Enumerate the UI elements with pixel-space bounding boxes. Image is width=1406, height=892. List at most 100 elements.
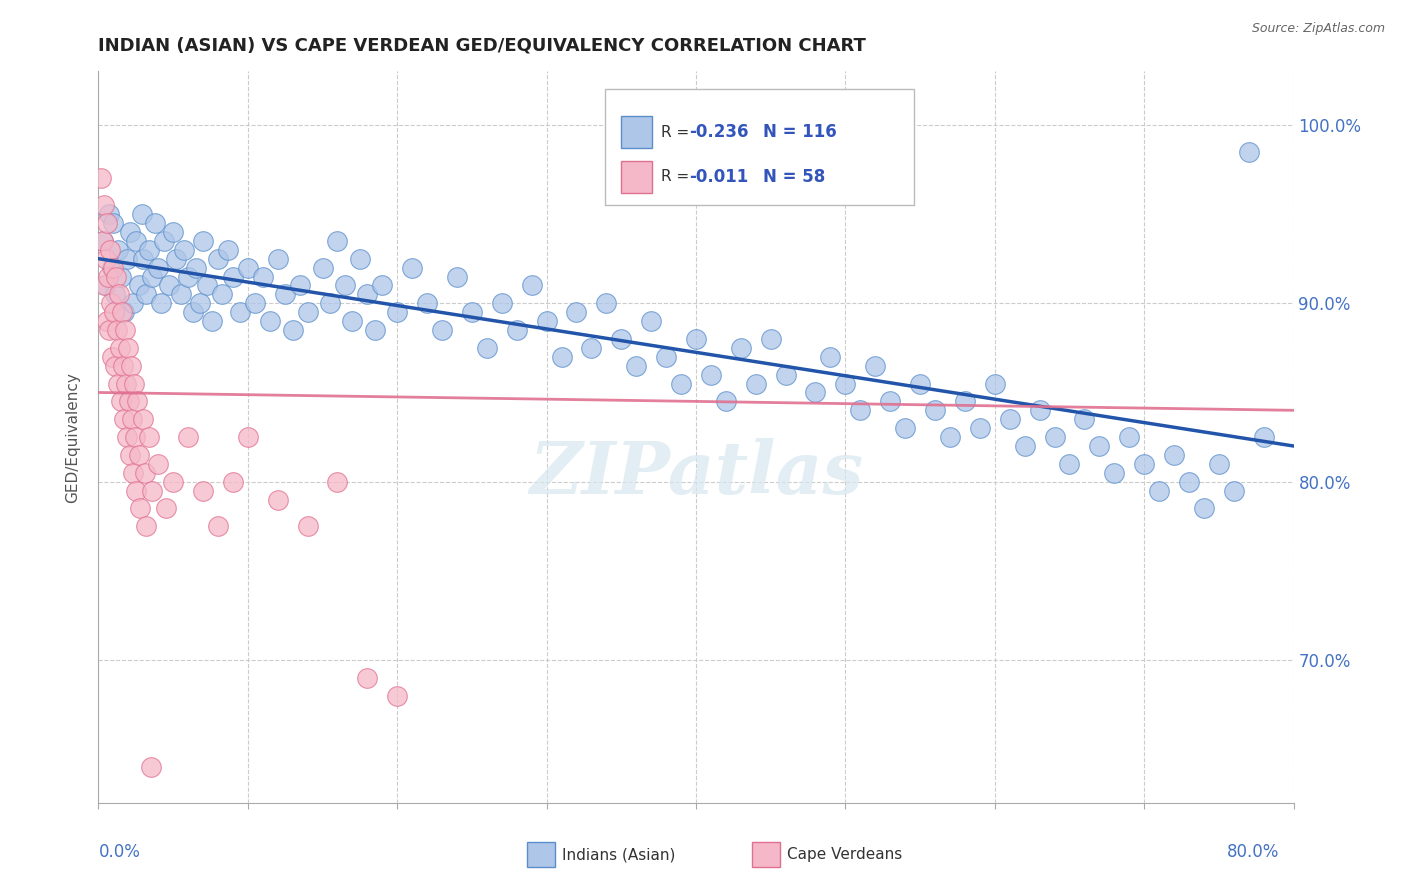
Point — [188, 296, 211, 310]
Point — [924, 403, 946, 417]
Point — [364, 323, 387, 337]
Point — [550, 350, 572, 364]
Point — [90, 171, 112, 186]
Text: ZIPatlas: ZIPatlas — [529, 438, 863, 509]
Point — [150, 296, 173, 310]
Point — [236, 430, 259, 444]
Point — [94, 278, 117, 293]
Y-axis label: GED/Equivalency: GED/Equivalency — [65, 372, 80, 502]
Point — [91, 234, 114, 248]
Point — [121, 412, 143, 426]
Point — [141, 483, 163, 498]
Point — [908, 376, 931, 391]
Point — [1208, 457, 1230, 471]
Point — [953, 394, 976, 409]
Point — [834, 376, 856, 391]
Point — [252, 269, 274, 284]
Point — [1088, 439, 1111, 453]
Point — [112, 412, 135, 426]
Point — [475, 341, 498, 355]
Text: R =: R = — [661, 125, 695, 139]
Point — [939, 430, 962, 444]
Point — [93, 198, 115, 212]
Text: 80.0%: 80.0% — [1227, 843, 1279, 861]
Text: R =: R = — [661, 169, 695, 184]
Point — [1147, 483, 1170, 498]
Point — [125, 234, 148, 248]
Point — [520, 278, 543, 293]
Point — [162, 225, 184, 239]
Point — [125, 483, 148, 498]
Point — [342, 314, 364, 328]
Point — [229, 305, 252, 319]
Point — [506, 323, 529, 337]
Text: N = 58: N = 58 — [763, 168, 825, 186]
Point — [222, 269, 245, 284]
Point — [820, 350, 842, 364]
Point — [138, 243, 160, 257]
Point — [128, 278, 150, 293]
Point — [700, 368, 723, 382]
Point — [385, 689, 409, 703]
Point — [297, 519, 319, 533]
Point — [118, 448, 141, 462]
Point — [93, 278, 115, 293]
Point — [96, 314, 118, 328]
Point — [730, 341, 752, 355]
Point — [1104, 466, 1126, 480]
Point — [103, 305, 125, 319]
Point — [326, 475, 349, 489]
Point — [117, 341, 139, 355]
Point — [114, 323, 136, 337]
Point — [640, 314, 662, 328]
Point — [998, 412, 1021, 426]
Point — [894, 421, 917, 435]
Point — [104, 287, 127, 301]
Point — [536, 314, 558, 328]
Text: Cape Verdeans: Cape Verdeans — [787, 847, 903, 862]
Point — [565, 305, 588, 319]
Point — [103, 260, 125, 275]
Point — [356, 671, 378, 685]
Point — [129, 501, 152, 516]
Point — [124, 430, 146, 444]
Text: -0.011: -0.011 — [689, 168, 748, 186]
Point — [222, 475, 245, 489]
Point — [124, 376, 146, 391]
Point — [581, 341, 603, 355]
Point — [259, 314, 281, 328]
Point — [1059, 457, 1081, 471]
Point — [97, 207, 120, 221]
Point — [112, 305, 135, 319]
Point — [1043, 430, 1066, 444]
Text: -0.236: -0.236 — [689, 123, 748, 141]
Point — [105, 323, 128, 337]
Point — [138, 430, 160, 444]
Point — [804, 385, 827, 400]
Point — [118, 225, 141, 239]
Point — [177, 269, 200, 284]
Point — [969, 421, 991, 435]
Point — [416, 296, 439, 310]
Point — [112, 359, 135, 373]
Point — [120, 359, 142, 373]
Point — [626, 359, 648, 373]
Point — [115, 376, 138, 391]
Point — [184, 260, 207, 275]
Point — [297, 305, 319, 319]
Point — [97, 269, 120, 284]
Point — [107, 376, 129, 391]
Point — [148, 457, 170, 471]
Point — [1223, 483, 1246, 498]
Point — [141, 269, 163, 284]
Point — [1028, 403, 1050, 417]
Point — [655, 350, 678, 364]
Point — [1133, 457, 1156, 471]
Point — [94, 252, 117, 266]
Point — [385, 305, 409, 319]
Point — [1014, 439, 1036, 453]
Text: Indians (Asian): Indians (Asian) — [562, 847, 676, 862]
Point — [775, 368, 797, 382]
Point — [714, 394, 737, 409]
Point — [1237, 145, 1260, 159]
